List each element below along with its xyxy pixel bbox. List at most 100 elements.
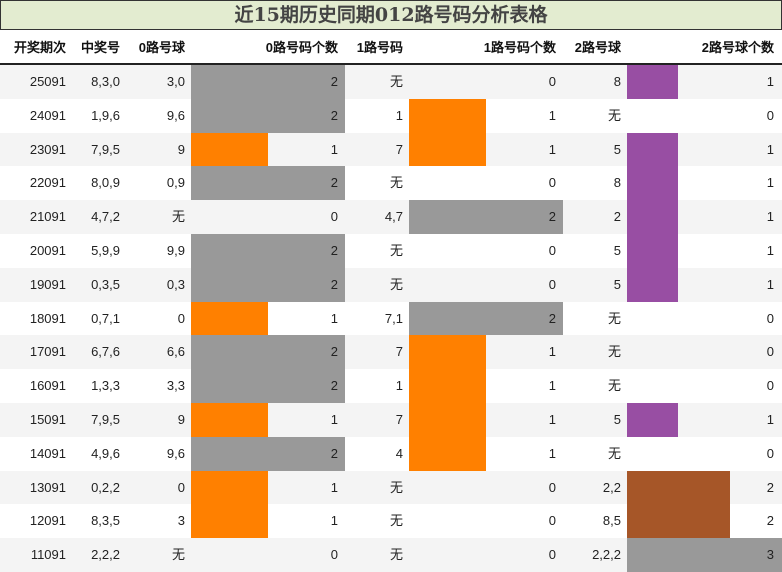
cell-route1-numbers: 无: [389, 242, 403, 258]
cell-route1-numbers: 7,1: [384, 310, 403, 326]
cell-route2-count: 1: [627, 133, 782, 167]
route0-count-bar: [191, 233, 345, 268]
route0-count-value: 2: [330, 344, 338, 360]
cell-route1-numbers: 无: [389, 175, 403, 191]
cell-route2-count: 3: [627, 538, 782, 572]
route0-count-bar: [191, 132, 268, 167]
route0-count-bar: [191, 98, 345, 133]
cell-period: 12091: [29, 513, 66, 529]
cell-route0-count: 2: [191, 166, 345, 200]
cell-route2-balls: 5: [613, 411, 621, 427]
table-row: 14091 4,9,6 9,6 2 4 1 无 0: [0, 436, 782, 471]
cell-route0-balls: 无: [171, 547, 185, 563]
cell-route0-balls: 0: [177, 479, 185, 495]
cell-route2-balls: 5: [613, 141, 621, 157]
route2-count-value: 0: [766, 344, 774, 360]
cell-route0-count: 0: [191, 200, 345, 234]
route1-count-bar: [409, 98, 486, 133]
route0-count-value: 1: [330, 479, 338, 495]
cell-route2-count: 1: [627, 65, 782, 99]
cell-winning-number: 4,9,6: [91, 445, 120, 461]
cell-route2-count: 1: [627, 166, 782, 200]
route2-count-bar: [627, 200, 678, 234]
route0-count-bar: [191, 402, 268, 437]
cell-period: 19091: [29, 276, 66, 292]
route2-count-value: 0: [766, 107, 774, 123]
header-winning-number: 中奖号: [80, 40, 120, 55]
route1-count-value: 1: [548, 141, 556, 157]
route0-count-value: 0: [330, 547, 338, 563]
route0-count-value: 2: [330, 242, 338, 258]
table-body: 25091 8,3,0 3,0 2 无 0 8 1 24091 1,9,6 9,…: [0, 65, 782, 572]
route0-count-bar: [191, 267, 345, 302]
table-row: 25091 8,3,0 3,0 2 无 0 8 1: [0, 65, 782, 99]
route2-count-value: 1: [766, 411, 774, 427]
route2-count-value: 3: [766, 547, 774, 563]
table-row: 18091 0,7,1 0 1 7,1 2 无 0: [0, 301, 782, 336]
route1-count-value: 0: [548, 276, 556, 292]
cell-route0-count: 1: [191, 133, 345, 167]
route0-count-value: 1: [330, 513, 338, 529]
cell-route0-count: 1: [191, 471, 345, 505]
cell-route0-balls: 9,9: [166, 242, 185, 258]
route0-count-bar: [191, 369, 345, 403]
route1-count-value: 0: [548, 513, 556, 529]
table-row: 19091 0,3,5 0,3 2 无 0 5 1: [0, 267, 782, 302]
header-route0-count: 0路号码个数: [265, 40, 338, 55]
cell-route2-balls: 2,2,2: [592, 547, 621, 563]
route2-count-bar: [627, 470, 730, 505]
cell-route0-count: 2: [191, 369, 345, 403]
cell-route2-balls: 8: [613, 74, 621, 89]
route0-count-value: 2: [330, 175, 338, 191]
route1-count-bar: [409, 335, 486, 370]
cell-route1-count: 0: [409, 538, 563, 572]
cell-route1-count: 0: [409, 65, 563, 99]
cell-route1-count: 1: [409, 403, 563, 437]
route0-count-value: 2: [330, 378, 338, 394]
cell-route2-balls: 8,5: [602, 513, 621, 529]
cell-period: 15091: [29, 411, 66, 427]
cell-route1-numbers: 7: [395, 141, 403, 157]
cell-route2-balls: 5: [613, 276, 621, 292]
cell-period: 17091: [29, 344, 66, 360]
cell-route2-count: 1: [627, 268, 782, 302]
cell-route1-numbers: 无: [389, 74, 403, 89]
table-row: 12091 8,3,5 3 1 无 0 8,5 2: [0, 504, 782, 539]
cell-route2-balls: 2,2: [602, 479, 621, 495]
cell-route2-count: 0: [627, 99, 782, 133]
cell-winning-number: 0,7,1: [91, 310, 120, 326]
route0-count-value: 1: [330, 310, 338, 326]
route1-count-value: 0: [548, 175, 556, 191]
cell-route2-balls: 5: [613, 242, 621, 258]
cell-period: 24091: [29, 107, 66, 123]
cell-route1-numbers: 1: [395, 378, 403, 394]
route2-count-value: 1: [766, 74, 774, 89]
cell-route1-count: 2: [409, 302, 563, 336]
cell-period: 11091: [30, 547, 66, 563]
cell-winning-number: 4,7,2: [91, 209, 120, 225]
route2-count-value: 0: [766, 445, 774, 461]
cell-winning-number: 7,9,5: [91, 141, 120, 157]
cell-route1-count: 1: [409, 437, 563, 471]
cell-period: 23091: [29, 141, 66, 157]
route0-count-value: 0: [330, 209, 338, 225]
cell-winning-number: 7,9,5: [91, 411, 120, 427]
header-period: 开奖期次: [13, 40, 66, 55]
cell-period: 18091: [29, 310, 66, 326]
route1-count-value: 1: [548, 344, 556, 360]
route0-count-value: 1: [330, 411, 338, 427]
cell-period: 25091: [29, 74, 66, 89]
table-row: 20091 5,9,9 9,9 2 无 0 5 1: [0, 233, 782, 268]
route2-count-bar: [627, 132, 678, 167]
route0-count-bar: [191, 301, 268, 336]
route2-count-bar: [627, 166, 678, 201]
table-row: 16091 1,3,3 3,3 2 1 1 无 0: [0, 369, 782, 403]
table-row: 15091 7,9,5 9 1 7 1 5 1: [0, 402, 782, 437]
route2-count-value: 1: [766, 242, 774, 258]
route1-count-bar: [409, 436, 486, 471]
route1-count-value: 2: [548, 310, 556, 326]
route0-count-value: 1: [330, 141, 338, 157]
route1-count-value: 0: [548, 74, 556, 89]
cell-route1-numbers: 4: [395, 445, 403, 461]
route0-count-bar: [191, 470, 268, 505]
